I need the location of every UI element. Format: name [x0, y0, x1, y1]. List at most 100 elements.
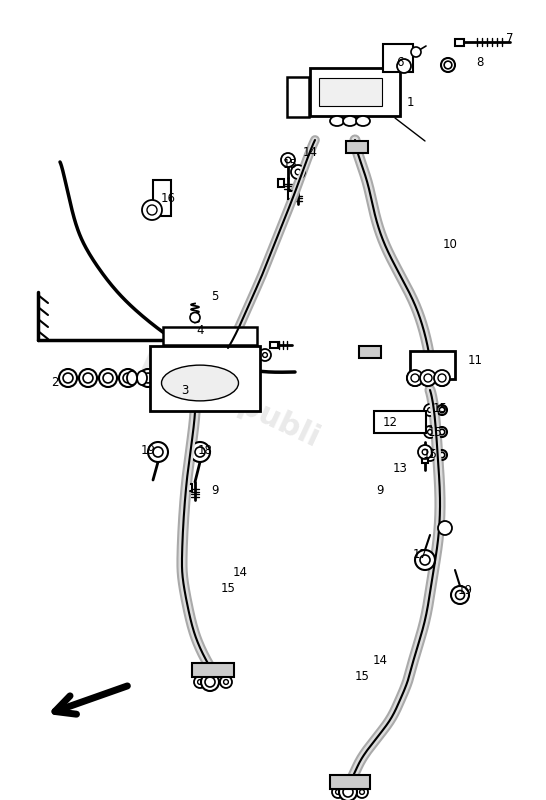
Circle shape	[348, 790, 352, 794]
Text: 16: 16	[161, 191, 175, 205]
Circle shape	[424, 374, 432, 382]
Circle shape	[79, 369, 97, 387]
Circle shape	[205, 677, 215, 687]
Bar	[310, 68, 400, 116]
Text: 15: 15	[428, 426, 442, 438]
Circle shape	[201, 673, 219, 691]
Circle shape	[220, 676, 232, 688]
Bar	[150, 346, 260, 410]
Bar	[422, 456, 428, 463]
Text: 1: 1	[406, 95, 414, 109]
Circle shape	[360, 790, 364, 794]
Bar	[187, 483, 192, 490]
Text: 5: 5	[211, 290, 219, 302]
Circle shape	[411, 374, 419, 382]
Circle shape	[438, 374, 446, 382]
Circle shape	[224, 679, 228, 685]
Text: 15: 15	[221, 582, 235, 594]
Circle shape	[190, 442, 210, 462]
Text: 15: 15	[283, 158, 298, 171]
Ellipse shape	[127, 371, 137, 385]
Circle shape	[420, 555, 430, 565]
Circle shape	[437, 427, 447, 437]
Bar	[374, 411, 426, 433]
Circle shape	[343, 787, 353, 797]
Circle shape	[415, 550, 435, 570]
Text: 6: 6	[396, 55, 403, 69]
Circle shape	[207, 676, 219, 688]
Circle shape	[259, 349, 271, 361]
Ellipse shape	[343, 116, 357, 126]
Circle shape	[59, 369, 77, 387]
Text: 9: 9	[211, 483, 219, 497]
Circle shape	[424, 426, 436, 438]
Circle shape	[420, 370, 436, 386]
Ellipse shape	[356, 116, 370, 126]
Text: 18: 18	[198, 443, 212, 457]
Circle shape	[99, 369, 117, 387]
Circle shape	[148, 442, 168, 462]
Bar	[359, 346, 381, 358]
Circle shape	[344, 786, 356, 798]
Circle shape	[198, 679, 203, 685]
Circle shape	[153, 447, 163, 457]
Text: 19: 19	[140, 443, 156, 457]
Text: 4: 4	[196, 323, 204, 337]
Circle shape	[143, 373, 153, 383]
Circle shape	[428, 430, 432, 434]
Circle shape	[420, 370, 436, 386]
Circle shape	[119, 369, 137, 387]
Text: 13: 13	[393, 462, 407, 474]
Circle shape	[211, 679, 216, 685]
Text: 7: 7	[506, 31, 514, 45]
Bar	[192, 663, 234, 677]
Circle shape	[444, 61, 452, 69]
Text: 3: 3	[181, 383, 189, 397]
Circle shape	[285, 157, 291, 162]
Circle shape	[139, 369, 157, 387]
Bar	[287, 77, 309, 117]
Text: 14: 14	[233, 566, 247, 578]
Circle shape	[147, 205, 157, 215]
Bar	[163, 326, 257, 345]
Text: 10: 10	[443, 238, 458, 251]
Ellipse shape	[162, 365, 239, 401]
Circle shape	[291, 165, 305, 179]
Text: 19: 19	[458, 583, 472, 597]
Text: 2: 2	[51, 375, 59, 389]
Circle shape	[455, 590, 465, 599]
Circle shape	[142, 200, 162, 220]
Bar	[454, 38, 464, 46]
Circle shape	[407, 370, 423, 386]
Text: 15: 15	[432, 402, 447, 414]
Bar	[330, 775, 370, 789]
Text: partrepubli: partrepubli	[136, 346, 324, 454]
Text: 17: 17	[412, 549, 428, 562]
Circle shape	[438, 521, 452, 535]
Ellipse shape	[137, 371, 147, 385]
Circle shape	[195, 447, 205, 457]
Circle shape	[407, 370, 423, 386]
Circle shape	[332, 786, 344, 798]
Circle shape	[339, 783, 357, 800]
Circle shape	[411, 47, 421, 57]
Text: 14: 14	[372, 654, 388, 666]
Bar	[346, 141, 368, 153]
Text: 11: 11	[467, 354, 483, 366]
Circle shape	[439, 407, 445, 413]
Bar	[153, 180, 171, 216]
Circle shape	[441, 58, 455, 72]
Circle shape	[411, 374, 419, 382]
Circle shape	[439, 430, 445, 434]
Circle shape	[424, 404, 436, 416]
Circle shape	[263, 353, 268, 358]
Circle shape	[434, 370, 450, 386]
Circle shape	[428, 453, 432, 458]
Text: 15: 15	[423, 449, 437, 462]
Circle shape	[281, 153, 295, 167]
Bar	[288, 191, 294, 199]
Circle shape	[424, 374, 432, 382]
Circle shape	[437, 450, 447, 460]
Bar	[270, 342, 278, 348]
Text: 14: 14	[302, 146, 318, 158]
